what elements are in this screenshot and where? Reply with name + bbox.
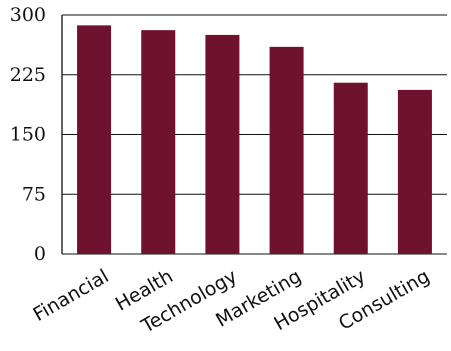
bar-marketing — [269, 46, 304, 254]
category-label: Financial — [30, 265, 113, 326]
bar-health — [141, 30, 176, 254]
y-tick-label: 225 — [10, 64, 46, 86]
gridlines — [62, 14, 447, 255]
y-tick-labels: 0 75 150 225 300 — [10, 4, 46, 265]
bar-financial — [77, 25, 112, 255]
y-tick-label: 75 — [22, 183, 46, 205]
bar-hospitality — [333, 82, 368, 254]
bars — [77, 25, 432, 255]
bar-consulting — [397, 89, 432, 255]
y-tick-label: 0 — [34, 243, 46, 265]
bar-technology — [205, 34, 240, 254]
y-tick-label: 300 — [10, 4, 46, 26]
category-labels: Financial HealthTechnologyMarketingHospit… — [30, 265, 434, 338]
y-tick-label: 150 — [10, 124, 46, 146]
